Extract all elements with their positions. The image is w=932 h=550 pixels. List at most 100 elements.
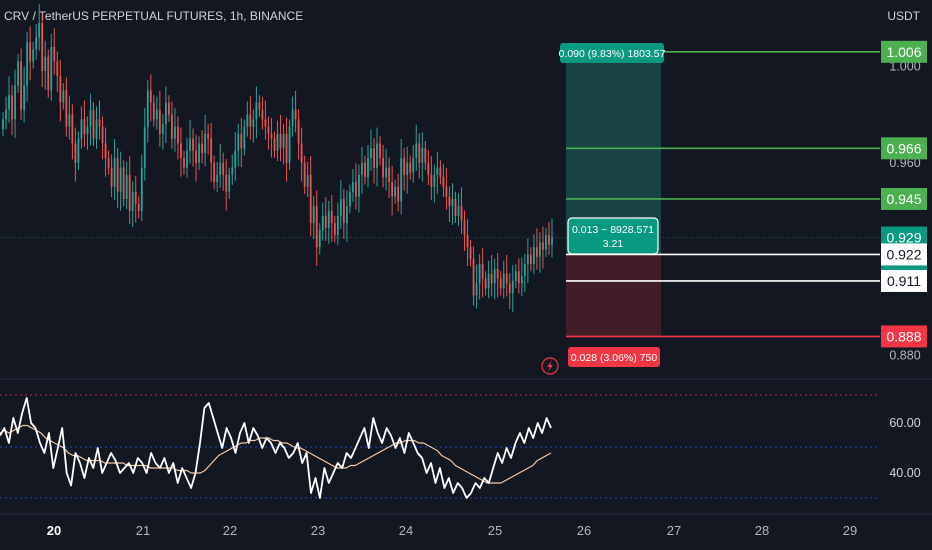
rsi-tick-label: 60.00 — [889, 416, 920, 430]
candle-body — [297, 119, 300, 144]
candle-body — [204, 133, 207, 154]
candle-body — [327, 211, 330, 228]
candle-body — [131, 191, 134, 211]
candle-body — [128, 174, 131, 211]
candle-body — [303, 162, 306, 187]
candle-body — [216, 174, 219, 183]
candle-body — [161, 124, 164, 134]
candle-body — [481, 264, 484, 279]
candle-body — [41, 22, 44, 72]
time-tick-label: 24 — [399, 523, 413, 538]
time-tick-label: 22 — [223, 523, 237, 538]
candle-body — [391, 182, 394, 197]
candle-body — [300, 143, 303, 163]
candle-body — [484, 278, 487, 289]
candle-body — [270, 133, 273, 139]
candle-body — [288, 126, 291, 163]
candle-body — [523, 264, 526, 277]
candle-body — [210, 138, 213, 163]
candle-body — [50, 47, 53, 91]
candle-body — [243, 126, 246, 149]
candle-body — [478, 264, 481, 284]
candle-body — [355, 182, 357, 197]
price-badge-level: 0.911 — [887, 273, 921, 289]
candle-body — [436, 167, 439, 175]
price-badge-tp3-box — [881, 40, 927, 63]
candle-body — [433, 174, 436, 187]
candle-body — [502, 273, 505, 289]
candle-body — [529, 254, 532, 265]
candle-body — [348, 191, 351, 207]
candle-body — [8, 95, 10, 110]
candle-body — [336, 215, 339, 236]
candle-body — [430, 174, 433, 187]
candle-body — [427, 162, 430, 175]
candle-body — [152, 102, 155, 120]
event-flash-icon — [541, 357, 559, 375]
candle-body — [526, 254, 529, 265]
time-tick-label: 26 — [577, 523, 591, 538]
candle-body — [77, 138, 80, 163]
candle-body — [116, 157, 119, 192]
candle-body — [267, 126, 270, 134]
candle-body — [198, 143, 200, 163]
candle-body — [143, 126, 146, 168]
candle-body — [345, 206, 348, 224]
candle-body — [373, 148, 375, 168]
candle-body — [472, 259, 475, 296]
price-unit-label: USDT — [887, 9, 920, 23]
price-tick-label: 0.880 — [889, 349, 920, 363]
candle-body — [207, 133, 210, 139]
stop-label-text: 0.028 (3.06%) 750 — [571, 352, 658, 364]
candle-body — [273, 138, 276, 151]
candle-body — [26, 42, 29, 86]
candle-body — [412, 157, 415, 173]
candle-body — [86, 126, 89, 134]
candle-body — [252, 119, 255, 127]
time-tick-label: 21 — [136, 523, 150, 538]
candle-body — [246, 114, 249, 127]
price-badge-tp1-box — [881, 187, 927, 210]
candle-body — [388, 167, 391, 183]
candle-body — [294, 109, 297, 120]
candle-body — [520, 276, 523, 284]
candle-body — [442, 177, 445, 187]
candle-body — [261, 109, 264, 120]
candle-body — [104, 143, 107, 158]
rsi-ma-line — [0, 424, 552, 484]
candle-body — [255, 102, 258, 120]
candle-body — [382, 157, 384, 178]
candle-body — [125, 174, 128, 199]
candle-body — [358, 174, 360, 197]
candle-body — [183, 157, 185, 168]
candle-body — [532, 247, 535, 265]
candle-body — [306, 174, 309, 187]
candle-body — [460, 206, 463, 221]
time-tick-label: 20 — [47, 523, 61, 538]
candle-body — [74, 143, 77, 163]
candle-body — [466, 235, 469, 248]
candle-body — [32, 49, 35, 62]
candle-body — [5, 109, 7, 120]
rsi-line — [0, 397, 552, 499]
stop-label-box — [568, 347, 660, 367]
candle-body — [53, 47, 56, 62]
candle-body — [186, 150, 188, 168]
price-badge-level-box — [881, 269, 927, 292]
candle-body — [95, 119, 98, 139]
event-flash-glyph — [547, 360, 553, 372]
candle-body — [240, 133, 243, 149]
candle-body — [47, 56, 50, 91]
time-tick-label: 28 — [755, 523, 769, 538]
candle-body — [89, 109, 92, 127]
candle-body — [457, 206, 460, 216]
candle-body — [403, 157, 406, 175]
price-badge-stop-box — [881, 325, 927, 348]
candle-body — [517, 271, 520, 284]
candle-body — [62, 90, 65, 103]
candle-body — [177, 126, 179, 144]
candle-body — [168, 102, 170, 115]
candle-body — [469, 247, 472, 260]
candle-body — [285, 133, 288, 163]
